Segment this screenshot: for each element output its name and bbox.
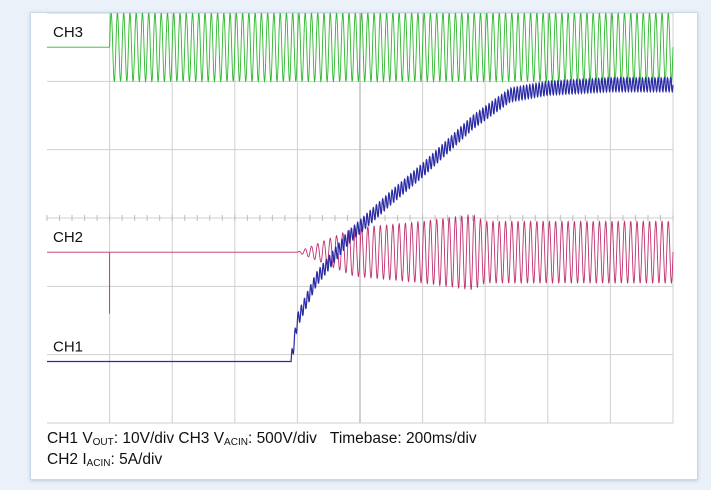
oscilloscope-plot: CH3 CH2 CH1: [46, 13, 674, 424]
caption-line-1: CH1 VOUT: 10V/div CH3 VACIN: 500V/div Ti…: [47, 430, 477, 448]
channel-labels: CH3 CH2 CH1: [53, 24, 83, 355]
ch2-trace: [47, 213, 674, 314]
ch3-scale-prefix: CH3 V: [178, 430, 225, 447]
ch3-scale-sub: ACIN: [224, 437, 248, 448]
ch1-scale-prefix: CH1 V: [47, 430, 93, 447]
plot-grid: [46, 13, 674, 424]
ch3-trace: [47, 13, 674, 84]
plot-traces: [47, 13, 674, 363]
ch2-scale-value: : 5A/div: [110, 451, 163, 468]
caption-line-2: CH2 IACIN: 5A/div: [47, 451, 162, 469]
ch1-scale-value: : 10V/div: [113, 430, 175, 447]
timebase-label: Timebase: 200ms/div: [329, 430, 477, 447]
oscilloscope-card: CH3 CH2 CH1 CH1 VOUT: 10V/div CH3 VACIN: 5…: [30, 12, 698, 480]
ch1-scale-sub: OUT: [92, 437, 114, 448]
ch3-scale-value: : 500V/div: [247, 430, 317, 447]
channel-label-ch1: CH1: [53, 339, 83, 356]
channel-label-ch2: CH2: [53, 229, 83, 246]
ch2-scale-prefix: CH2 I: [47, 451, 87, 468]
channel-label-ch3: CH3: [53, 24, 83, 41]
ch2-scale-sub: ACIN: [86, 458, 111, 469]
ch1-trace: [47, 76, 674, 363]
